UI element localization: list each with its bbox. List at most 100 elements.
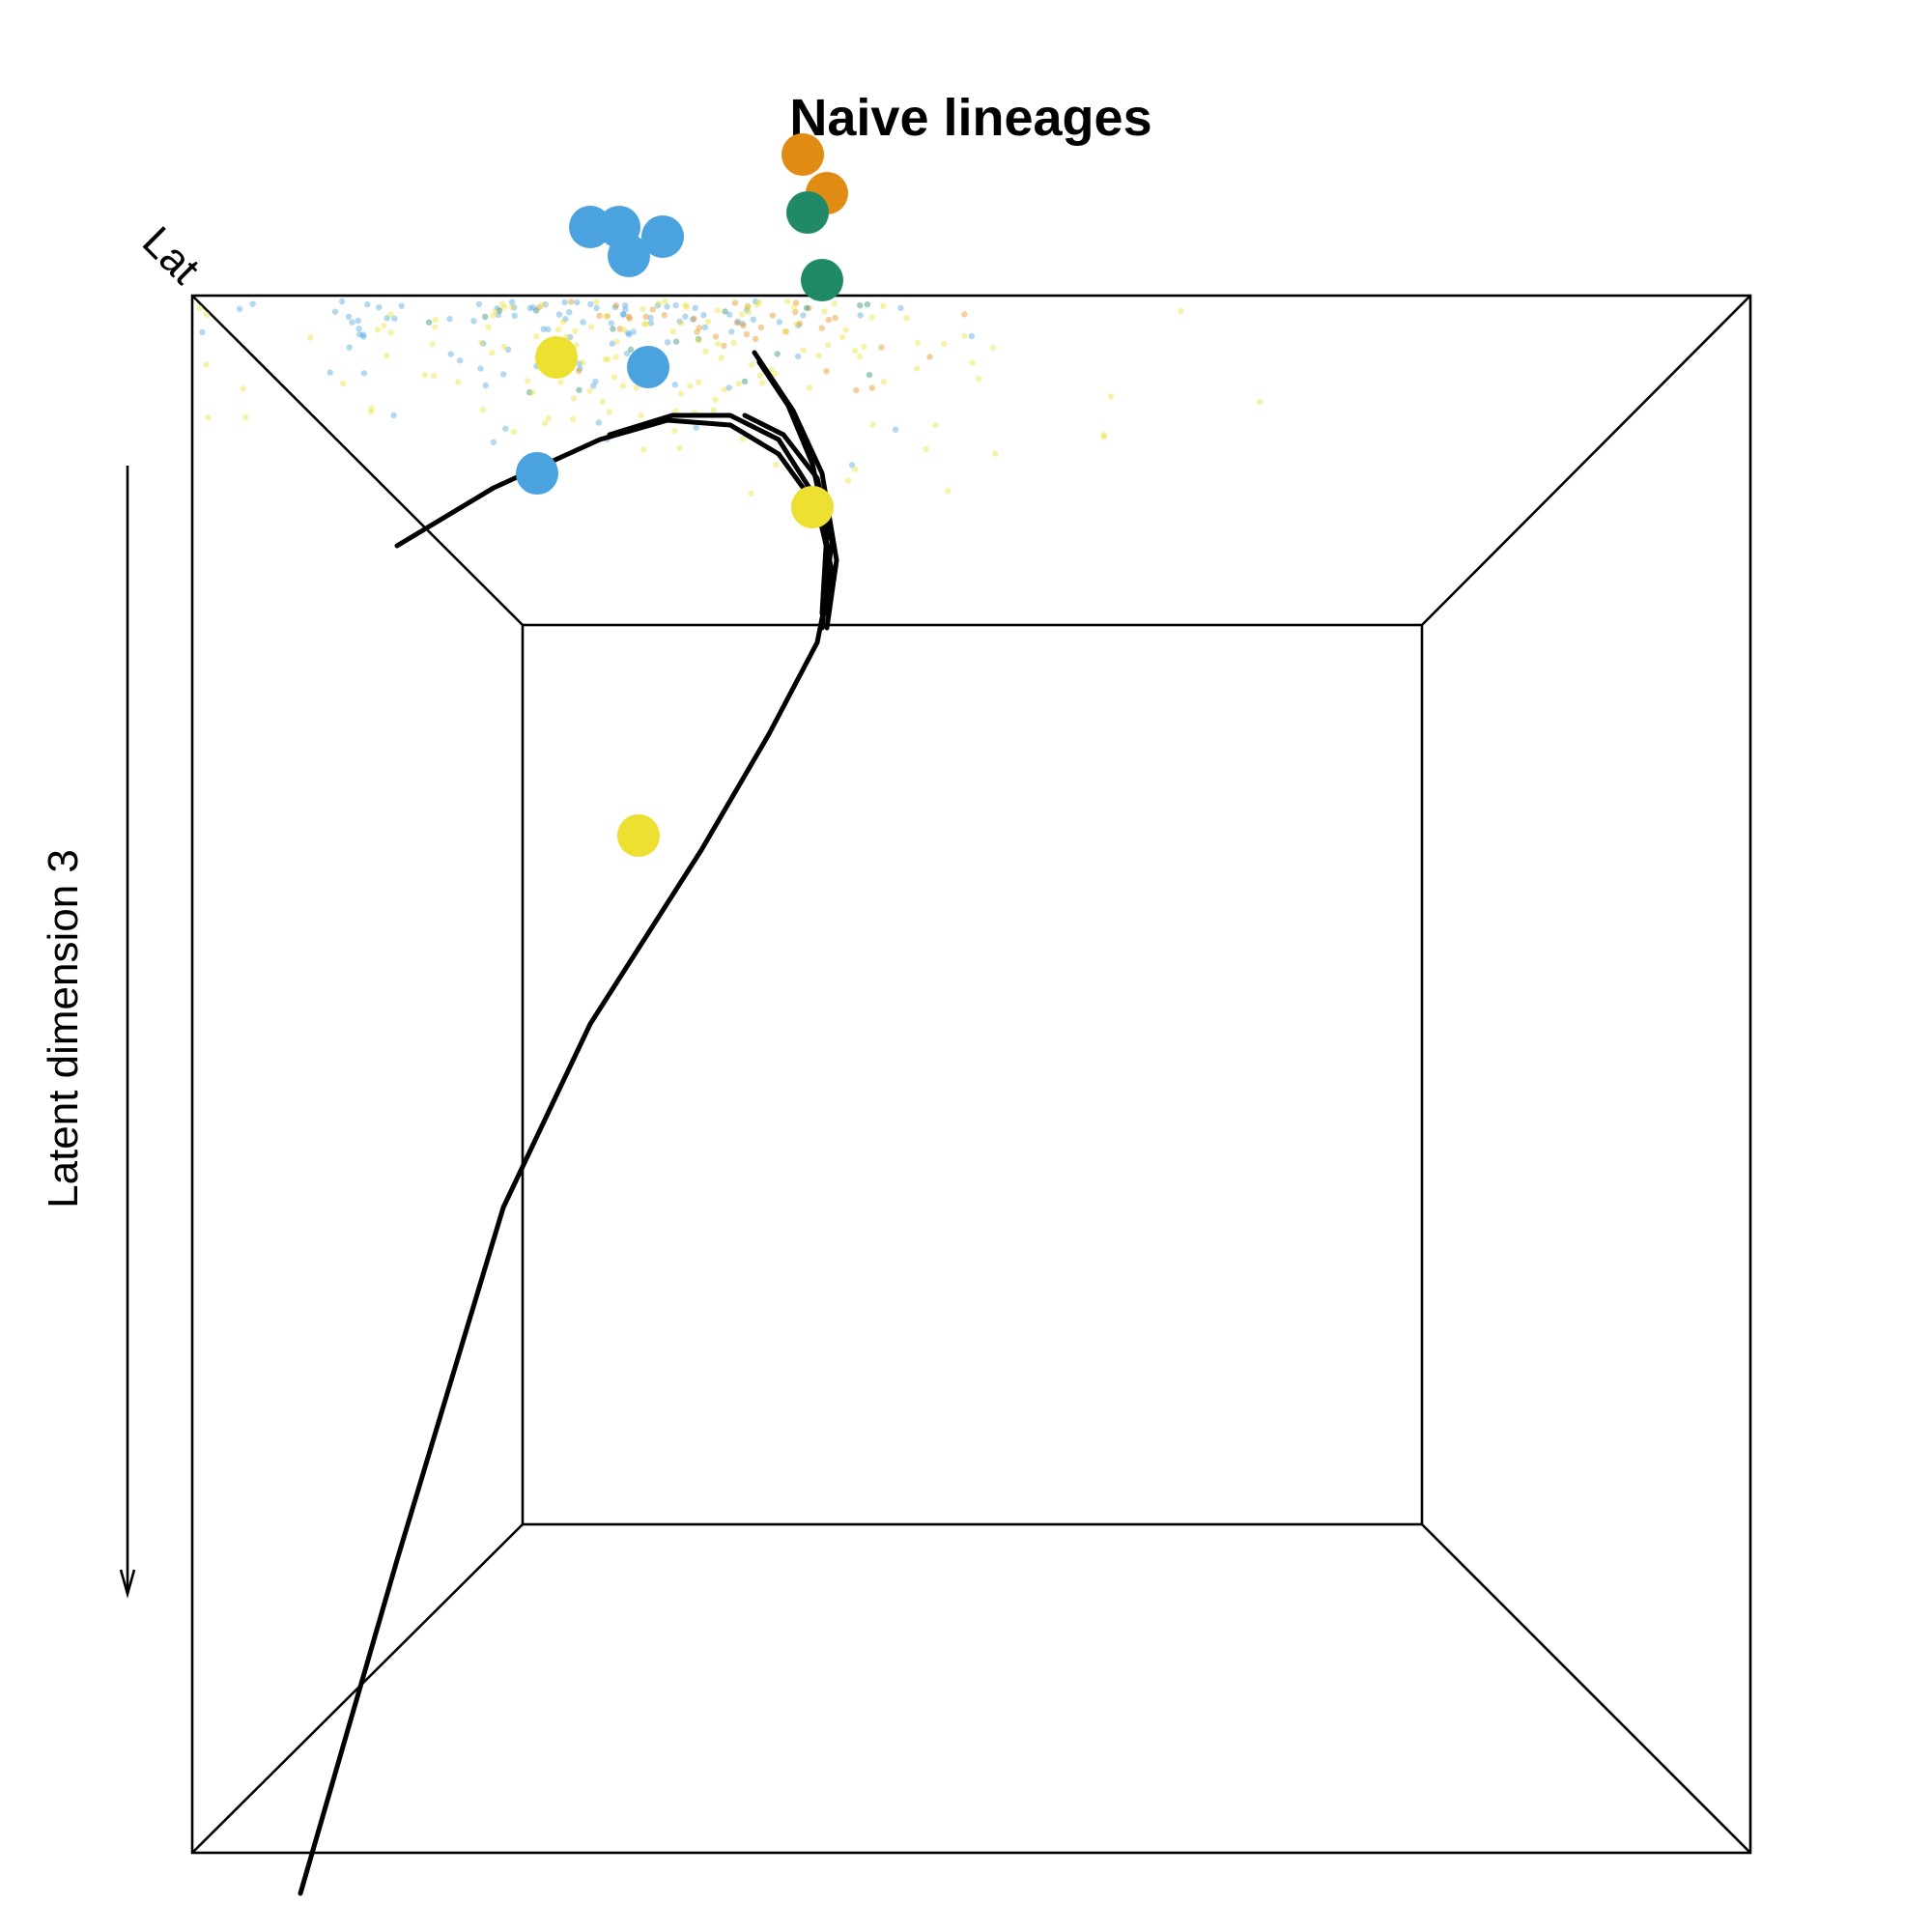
data-point-orange [731,299,739,306]
data-point-yellow [721,386,728,393]
data-point-blue [526,304,533,312]
data-point-yellow [605,356,611,363]
data-point-yellow [781,327,788,335]
data-point-yellow [500,343,508,351]
data-point-yellow [638,412,644,419]
data-point-yellow [671,428,678,435]
data-point-blue [608,320,614,327]
data-point-yellow [710,407,717,413]
data-point-green [741,378,749,384]
data-point-blue [743,306,751,313]
centroid-yellow-13 [617,814,660,857]
data-point-blue [446,315,453,323]
data-point-blue [776,319,782,326]
data-point-yellow [639,305,646,312]
cluster-centroids [516,133,848,857]
data-point-orange [823,368,830,375]
data-point-yellow [602,355,609,362]
data-point-blue [682,313,689,320]
data-point-yellow [429,341,436,348]
data-point-orange [691,315,697,322]
centroid-blue-4 [641,215,684,258]
box-edge-top-right [1421,295,1751,626]
centroid-blue-3 [608,235,650,277]
data-point-yellow [903,314,910,322]
data-point-blue [542,301,549,308]
data-point-yellow [672,408,679,414]
data-point-yellow [739,436,747,442]
data-point-orange [868,384,875,391]
data-point-yellow [748,490,754,497]
data-point-blue [500,371,507,378]
data-point-blue [700,312,707,319]
chart-title: Naive lineages [789,89,1151,147]
data-point-blue [360,370,368,377]
data-point-yellow [205,414,212,421]
data-point-blue [391,315,398,322]
data-point-orange [734,320,741,327]
data-point-yellow [478,339,485,346]
data-point-yellow [500,303,508,310]
data-point-yellow [1100,431,1107,439]
data-point-yellow [633,384,639,391]
data-point-yellow [381,322,387,329]
data-point-blue [654,302,661,309]
data-point-yellow [421,372,428,379]
scatter-points [196,298,1264,497]
data-point-yellow [702,348,709,355]
data-point-blue [494,305,500,312]
data-point-green [866,371,873,379]
data-point-yellow [784,298,791,305]
data-point-blue [574,298,581,306]
data-point-yellow [606,409,613,415]
data-point-blue [892,426,899,433]
data-point-yellow [384,353,390,359]
centroid-green-9 [786,191,829,234]
data-point-blue [621,301,629,309]
data-point-blue [236,305,243,312]
data-point-yellow [557,379,564,385]
data-point-orange [642,313,649,321]
data-point-yellow [203,361,210,368]
data-point-blue [345,313,353,320]
data-point-yellow [545,414,553,422]
data-point-blue [726,311,733,318]
data-point-yellow [593,298,600,305]
data-point-orange [694,328,700,335]
data-point-blue [249,300,256,307]
data-point-orange [818,325,825,331]
data-point-blue [346,344,353,351]
data-point-yellow [374,327,382,333]
data-point-yellow [712,396,719,403]
data-point-blue [587,300,594,307]
data-point-blue [647,314,654,322]
data-point-yellow [923,445,929,453]
data-point-blue [665,339,671,346]
data-point-orange [721,342,727,349]
data-point-yellow [430,372,438,380]
data-point-blue [728,328,735,335]
data-point-blue [477,365,484,372]
data-point-yellow [586,387,593,394]
data-point-yellow [479,407,486,413]
data-point-blue [480,340,487,347]
data-point-blue [752,298,759,305]
data-point-yellow [641,321,648,327]
data-point-blue [355,331,363,338]
data-point-yellow [203,311,211,318]
data-point-yellow [498,300,506,307]
data-point-yellow [669,328,677,335]
data-point-yellow [821,308,828,315]
data-point-yellow [739,311,746,318]
data-point-yellow [367,409,375,415]
data-point-blue [630,328,637,335]
data-point-yellow [714,307,722,314]
lineage-curve-5 [752,350,839,631]
lineage-curves [298,350,839,1896]
data-point-green [864,301,871,308]
data-point-blue [701,324,709,331]
data-point-yellow [1257,398,1264,406]
data-point-yellow [861,343,867,351]
data-point-yellow [572,327,579,334]
